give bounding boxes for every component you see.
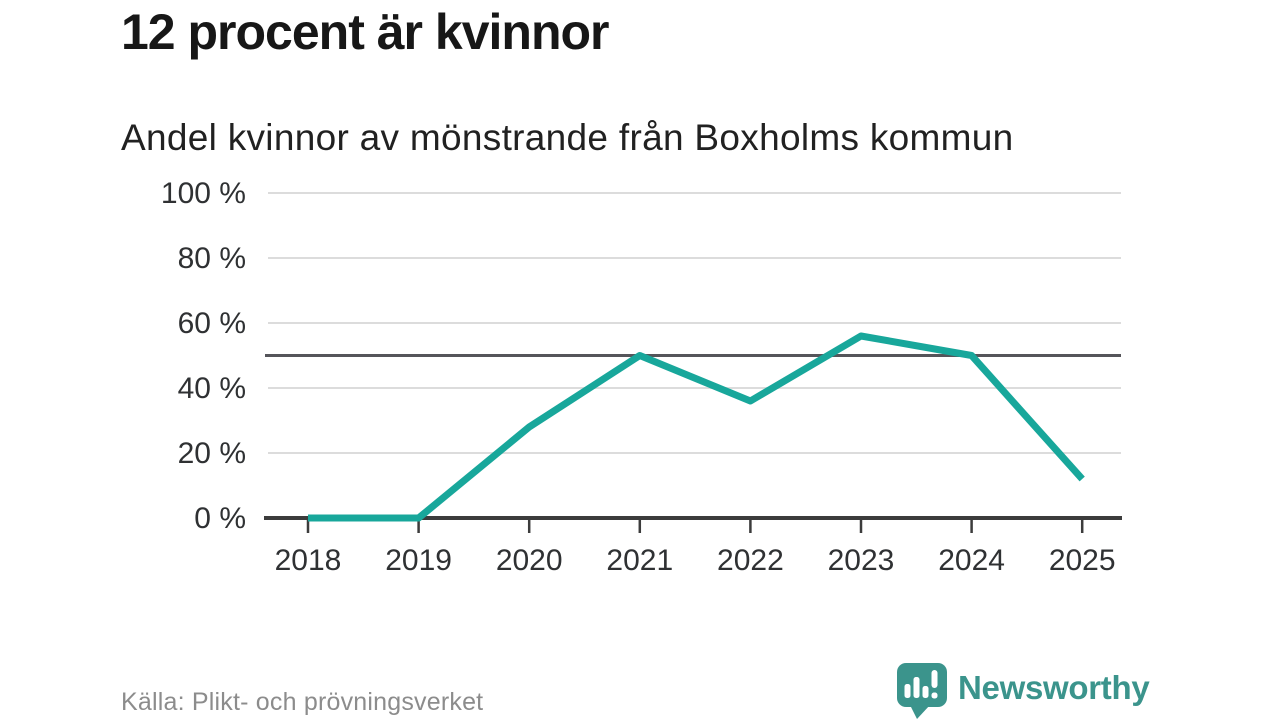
x-axis-label: 2024 <box>938 544 1005 577</box>
x-axis-label: 2022 <box>717 544 784 577</box>
x-axis-label: 2020 <box>496 544 563 577</box>
x-axis-label: 2018 <box>275 544 342 577</box>
data-line <box>308 332 1085 522</box>
x-axis-label: 2023 <box>828 544 895 577</box>
source-note: Källa: Plikt- och prövningsverket <box>121 688 484 716</box>
y-axis-label: 80 % <box>178 242 246 275</box>
x-axis-label: 2025 <box>1049 544 1116 577</box>
newsworthy-wordmark: Newsworthy <box>958 669 1150 706</box>
newsworthy-speech-bubble-chart-icon <box>897 663 947 719</box>
chart-subtitle: Andel kvinnor av mönstrande från Boxholm… <box>121 117 1014 158</box>
y-axis-label: 20 % <box>178 437 246 470</box>
x-axis-label: 2019 <box>385 544 452 577</box>
y-axis-label: 60 % <box>178 307 246 340</box>
y-axis-label: 0 % <box>194 502 246 535</box>
line-chart: 0 % 20 % 40 % 60 % 80 % 100 % 2018 2019 2020 2021… <box>161 177 1122 577</box>
y-axis-label: 100 % <box>161 177 246 210</box>
newsworthy-logo: Newsworthy <box>897 663 1150 720</box>
chart-title: 12 procent är kvinnor <box>121 4 609 60</box>
x-axis-label: 2021 <box>606 544 673 577</box>
y-axis-label: 40 % <box>178 372 246 405</box>
